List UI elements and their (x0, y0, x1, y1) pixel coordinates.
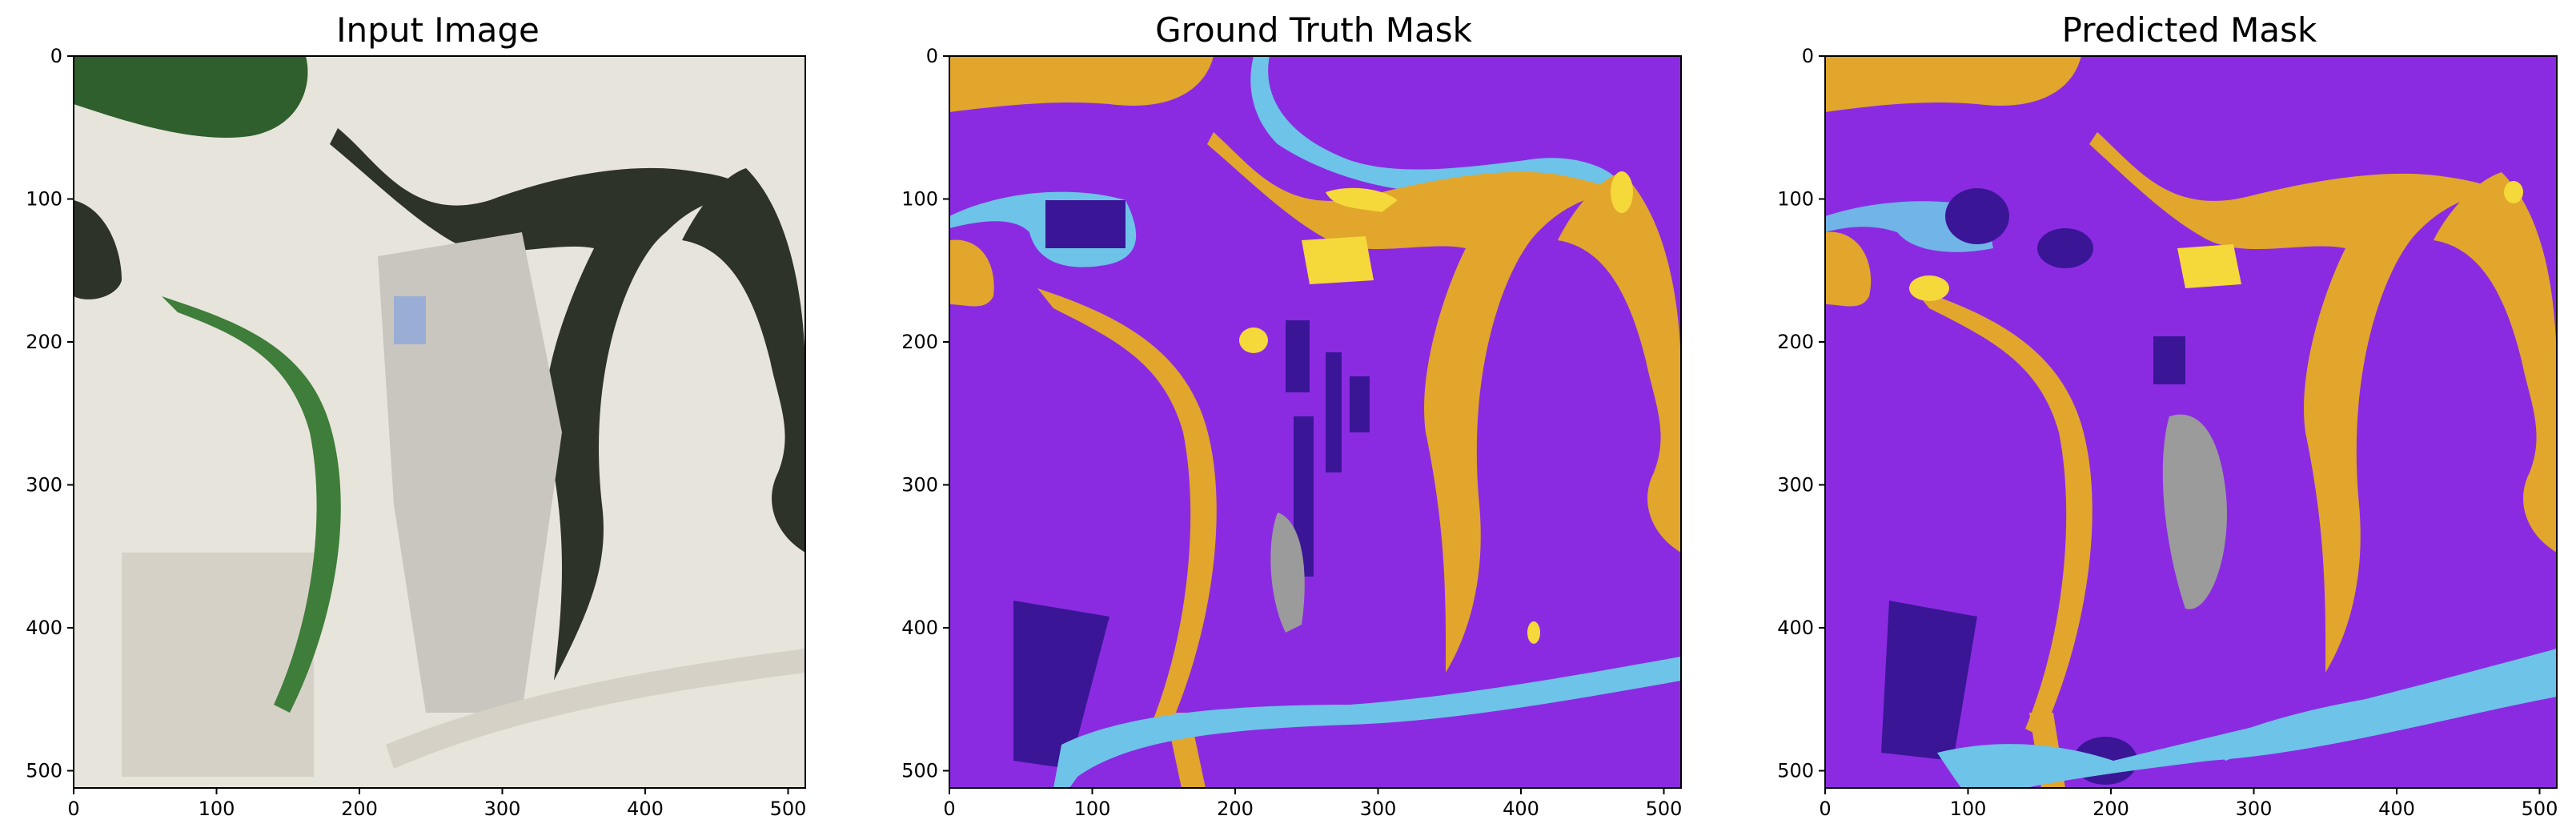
x-axis: 0 100 200 300 400 500 (67, 788, 806, 820)
x-tick-label: 200 (2092, 798, 2129, 820)
y-axis: 0 100 200 300 400 500 (26, 45, 74, 782)
x-tick-label: 300 (484, 798, 521, 820)
x-tick-label: 100 (1950, 798, 1987, 820)
panel-input-image: Input Image (0, 0, 857, 840)
y-tick-label: 400 (901, 617, 938, 639)
x-tick-label: 500 (1646, 798, 1683, 820)
axes-frame (1824, 55, 2558, 789)
y-tick-label: 100 (901, 188, 938, 211)
y-tick-label: 0 (1802, 45, 1814, 67)
ground-truth-mask-image (949, 56, 1681, 788)
axes-frame (73, 55, 806, 789)
panel-title: Input Image (336, 10, 540, 50)
x-tick-label: 100 (199, 798, 235, 820)
panel-predicted-mask: Predicted Mask (1751, 0, 2576, 840)
y-tick-label: 500 (1777, 760, 1814, 782)
input-image-axes: Input Image (26, 10, 806, 820)
y-tick-label: 200 (26, 331, 62, 353)
y-tick-label: 300 (901, 474, 938, 496)
axes-frame (949, 55, 1682, 789)
x-tick-label: 0 (67, 798, 79, 820)
x-tick-label: 0 (1819, 798, 1831, 820)
y-tick-label: 0 (926, 45, 938, 67)
predicted-mask-axes: Predicted Mask (1777, 10, 2558, 820)
y-tick-label: 400 (26, 617, 62, 639)
x-tick-label: 500 (770, 798, 807, 820)
panel-ground-truth-mask: Ground Truth Mask (876, 0, 1732, 840)
x-tick-label: 400 (2378, 798, 2415, 820)
x-tick-label: 200 (1217, 798, 1254, 820)
y-tick-label: 500 (26, 760, 62, 782)
y-axis: 0 100 200 300 400 500 (901, 45, 949, 782)
y-tick-label: 400 (1777, 617, 1814, 639)
y-axis: 0 100 200 300 400 500 (1777, 45, 1825, 782)
ground-truth-axes: Ground Truth Mask (901, 10, 1682, 820)
panel-title: Ground Truth Mask (1155, 10, 1472, 50)
x-axis: 0 100 200 300 400 500 (943, 788, 1682, 820)
y-tick-label: 0 (50, 45, 62, 67)
x-tick-label: 500 (2522, 798, 2558, 820)
x-axis: 0 100 200 300 400 500 (1819, 788, 2558, 820)
predicted-mask-image (1825, 56, 2557, 788)
y-tick-label: 300 (26, 474, 62, 496)
y-tick-label: 300 (1777, 474, 1814, 496)
x-tick-label: 400 (1503, 798, 1539, 820)
input-image-photo (74, 56, 805, 788)
x-tick-label: 0 (943, 798, 955, 820)
y-tick-label: 100 (1777, 188, 1814, 211)
y-tick-label: 500 (901, 760, 938, 782)
x-tick-label: 100 (1074, 798, 1111, 820)
y-tick-label: 200 (1777, 331, 1814, 353)
panel-title: Predicted Mask (2062, 10, 2317, 50)
x-tick-label: 400 (627, 798, 664, 820)
y-tick-label: 200 (901, 331, 938, 353)
x-tick-label: 200 (341, 798, 378, 820)
y-tick-label: 100 (26, 188, 62, 211)
x-tick-label: 300 (2236, 798, 2273, 820)
x-tick-label: 300 (1360, 798, 1397, 820)
